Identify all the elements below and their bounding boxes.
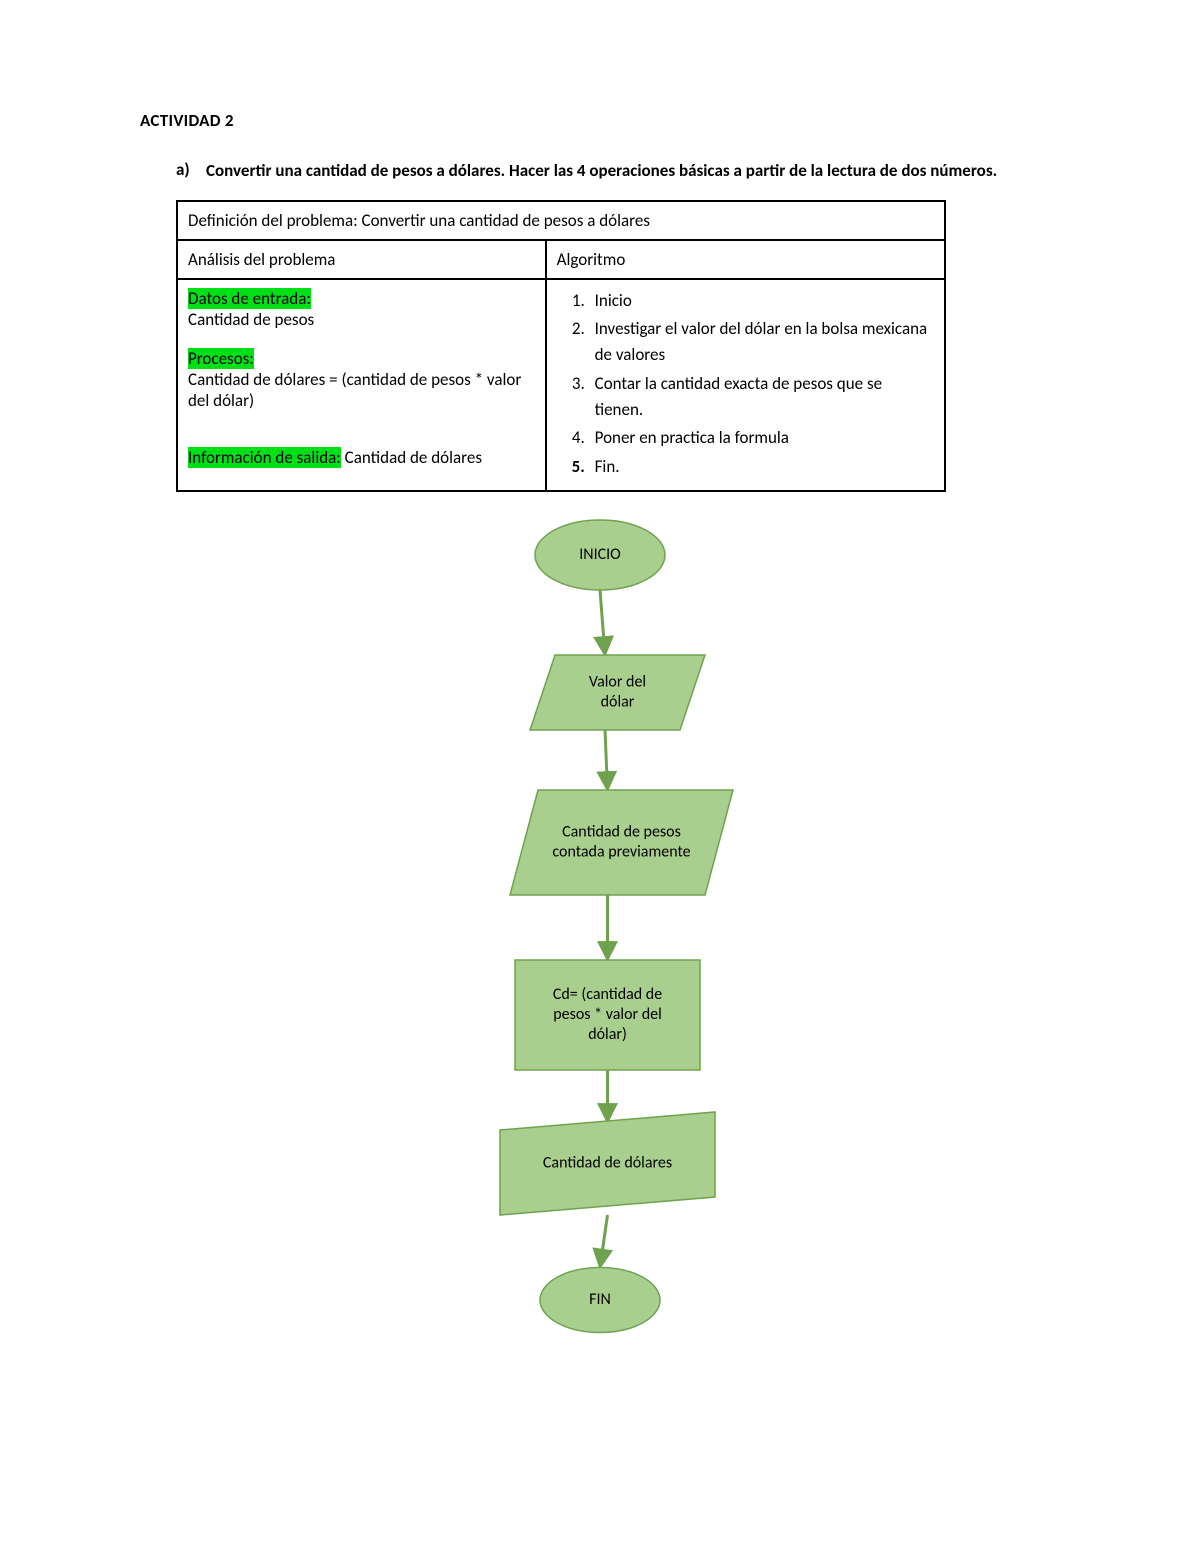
algorithm-step: Inicio — [589, 288, 934, 314]
flow-node-in1: Valor deldólar — [530, 655, 705, 730]
entry-label: Datos de entrada: — [188, 288, 311, 309]
list-item-a: a) Convertir una cantidad de pesos a dól… — [176, 159, 1060, 184]
svg-text:FIN: FIN — [589, 1290, 611, 1309]
svg-text:Cd= (cantidad de: Cd= (cantidad de — [553, 985, 662, 1004]
svg-text:Valor del: Valor del — [589, 672, 646, 691]
entry-value: Cantidad de pesos — [188, 309, 314, 330]
definition-label: Definición del problema: — [188, 210, 358, 231]
list-item-letter: a) — [176, 159, 206, 184]
table-row: Definición del problema: Convertir una c… — [177, 201, 945, 240]
algorithm-step: Contar la cantidad exacta de pesos que s… — [589, 371, 934, 424]
algorithm-steps: InicioInvestigar el valor del dólar en l… — [557, 288, 934, 480]
algorithm-step: Investigar el valor del dólar en la bols… — [589, 316, 934, 369]
list-item-text: Convertir una cantidad de pesos a dólare… — [206, 159, 997, 184]
svg-text:Cantidad de pesos: Cantidad de pesos — [562, 822, 681, 841]
svg-text:dólar): dólar) — [588, 1025, 627, 1044]
problem-table: Definición del problema: Convertir una c… — [176, 200, 946, 492]
analysis-header: Análisis del problema — [177, 240, 546, 279]
svg-text:pesos * valor del: pesos * valor del — [553, 1005, 662, 1024]
activity-title: ACTIVIDAD 2 — [140, 110, 1060, 131]
svg-text:dólar: dólar — [601, 692, 635, 711]
output-label: Información de salida: — [188, 447, 341, 468]
flowchart: INICIO Valor deldólar Cantidad de pesoscon… — [300, 510, 900, 1350]
flow-node-in2: Cantidad de pesoscontada previamente — [510, 790, 733, 895]
output-value: Cantidad de dólares — [341, 447, 482, 468]
algorithm-cell: InicioInvestigar el valor del dólar en l… — [546, 279, 945, 491]
svg-text:contada previamente: contada previamente — [552, 842, 690, 861]
analysis-cell: Datos de entrada: Cantidad de pesos Proc… — [177, 279, 546, 491]
flow-node-end: FIN — [540, 1268, 660, 1333]
algorithm-header: Algoritmo — [546, 240, 945, 279]
svg-text:INICIO: INICIO — [579, 545, 621, 564]
table-row: Análisis del problema Algoritmo — [177, 240, 945, 279]
process-label: Procesos: — [188, 348, 254, 369]
definition-value: Convertir una cantidad de pesos a dólare… — [362, 210, 650, 231]
definition-cell: Definición del problema: Convertir una c… — [177, 201, 945, 240]
flowchart-container: INICIO Valor deldólar Cantidad de pesoscon… — [0, 510, 1200, 1350]
flow-node-start: INICIO — [535, 520, 665, 590]
process-value: Cantidad de dólares = (cantidad de pesos… — [188, 369, 521, 411]
page: ACTIVIDAD 2 a) Convertir una cantidad de… — [0, 0, 1200, 1553]
flow-node-out: Cantidad de dólares — [500, 1112, 715, 1215]
algorithm-step: Poner en practica la formula — [589, 425, 934, 451]
flow-node-proc: Cd= (cantidad depesos * valor deldólar) — [515, 960, 700, 1070]
algorithm-step: Fin. — [589, 454, 934, 480]
svg-text:Cantidad de dólares: Cantidad de dólares — [543, 1153, 672, 1172]
table-row: Datos de entrada: Cantidad de pesos Proc… — [177, 279, 945, 491]
